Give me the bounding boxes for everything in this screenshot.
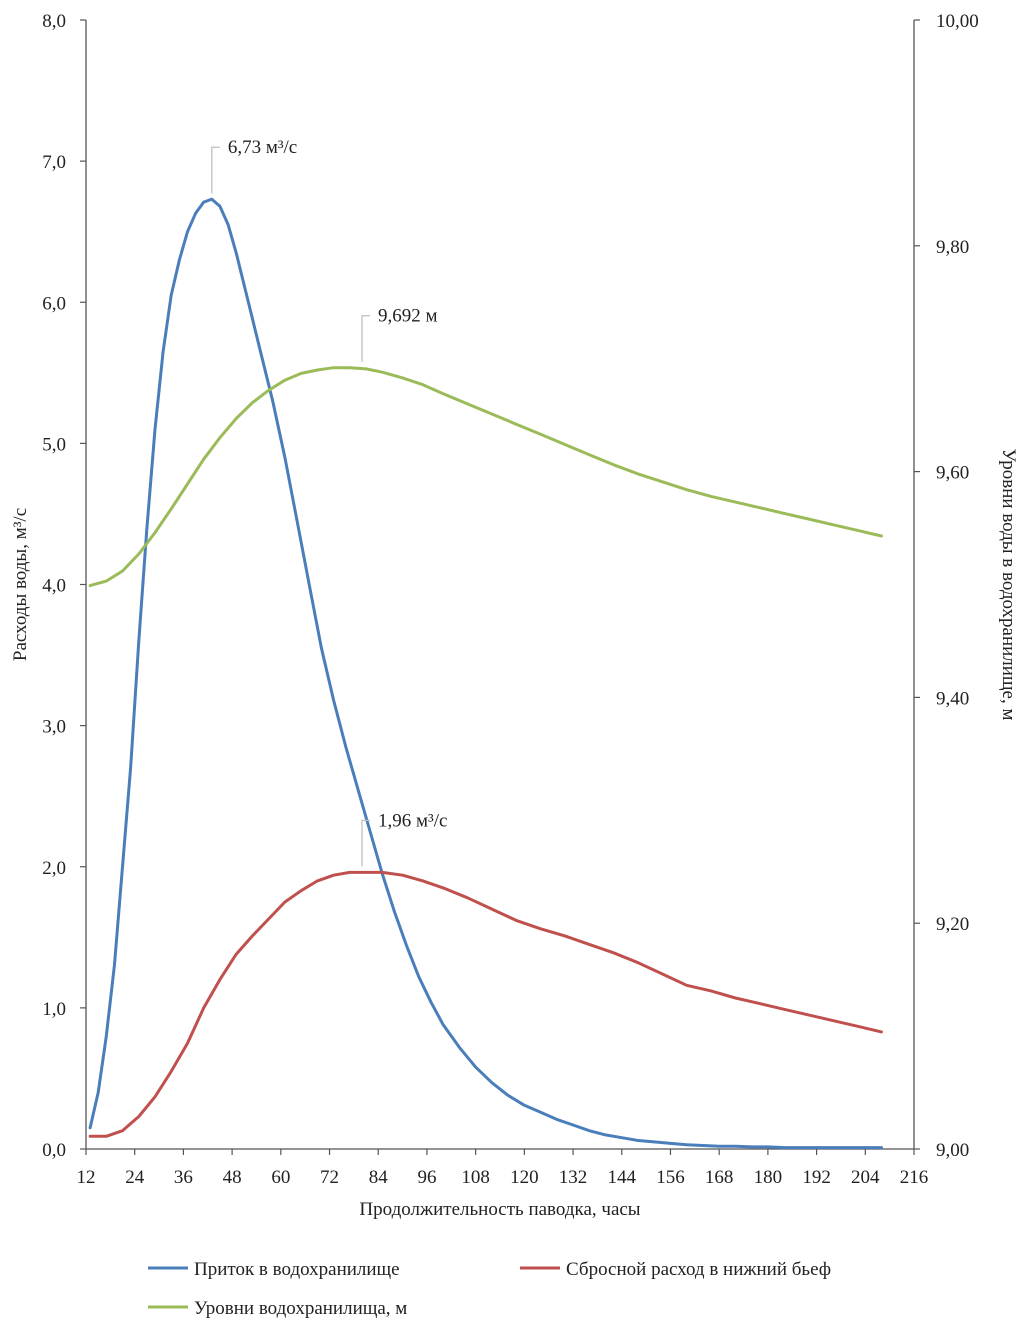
axes <box>85 20 915 1150</box>
series-line-0 <box>88 197 883 1150</box>
right-y-axis-title: Уровни воды в водохранилище, м <box>998 448 1019 720</box>
right-y-tick-label: 9,20 <box>936 914 969 935</box>
left-y-axis-title: Расходы воды, м³/с <box>10 508 31 661</box>
x-axis-title: Продолжительность паводка, часы <box>359 1199 640 1220</box>
annotations: 6,73 м³/с 9,692 м 1,96 м³/с <box>211 137 447 867</box>
x-tick-label: 84 <box>369 1167 389 1188</box>
annotation-leader <box>361 819 370 867</box>
x-tick-label: 204 <box>851 1167 880 1188</box>
left-y-tick-label: 7,0 <box>42 152 66 173</box>
left-y-tick-label: 3,0 <box>42 717 66 738</box>
x-tick-label: 216 <box>900 1167 929 1188</box>
x-tick-label: 108 <box>461 1167 490 1188</box>
x-tick-label: 24 <box>125 1167 145 1188</box>
legend-label-levels: Уровни водохранилища, м <box>194 1298 407 1319</box>
series-lines <box>88 197 883 1150</box>
left-y-tick-label: 2,0 <box>42 858 66 879</box>
x-tick-label: 48 <box>223 1167 242 1188</box>
right-y-tick-label: 10,00 <box>936 11 979 32</box>
left-y-tick-label: 6,0 <box>42 293 66 314</box>
legend: Приток в водохранилище Сбросной расход в… <box>148 1259 831 1319</box>
x-tick-label: 12 <box>77 1167 96 1188</box>
x-tick-label: 132 <box>559 1167 588 1188</box>
x-tick-label: 144 <box>608 1167 637 1188</box>
x-tick-label: 72 <box>320 1167 339 1188</box>
annotation-label: 9,692 м <box>378 306 438 327</box>
annotation-label: 1,96 м³/с <box>378 810 447 831</box>
legend-label-inflow: Приток в водохранилище <box>194 1259 400 1280</box>
tick-labels: 12 24 36 48 60 72 84 96 108 120 132 144 156 168 180 192… <box>42 11 979 1188</box>
right-y-tick-label: 9,00 <box>936 1140 969 1161</box>
x-tick-label: 156 <box>656 1167 685 1188</box>
left-y-tick-label: 0,0 <box>42 1140 66 1161</box>
left-y-tick-label: 5,0 <box>42 434 66 455</box>
legend-label-discharge: Сбросной расход в нижний бьеф <box>566 1259 831 1280</box>
x-tick-label: 168 <box>705 1167 734 1188</box>
x-tick-label: 96 <box>417 1167 436 1188</box>
annotation-label: 6,73 м³/с <box>228 137 297 158</box>
x-tick-label: 120 <box>510 1167 539 1188</box>
x-tick-label: 36 <box>174 1167 193 1188</box>
left-y-tick-label: 8,0 <box>42 11 66 32</box>
left-y-tick-label: 4,0 <box>42 576 66 597</box>
x-tick-label: 180 <box>754 1167 783 1188</box>
annotation-leader <box>361 315 370 362</box>
series-line-1 <box>88 870 883 1138</box>
right-y-tick-label: 9,40 <box>936 688 969 709</box>
x-tick-label: 192 <box>802 1167 831 1188</box>
series-line-2 <box>88 366 883 588</box>
right-y-tick-label: 9,60 <box>936 463 969 484</box>
left-y-tick-label: 1,0 <box>42 999 66 1020</box>
annotation-leader <box>211 146 220 194</box>
x-tick-label: 60 <box>271 1167 290 1188</box>
right-y-tick-label: 9,80 <box>936 237 969 258</box>
